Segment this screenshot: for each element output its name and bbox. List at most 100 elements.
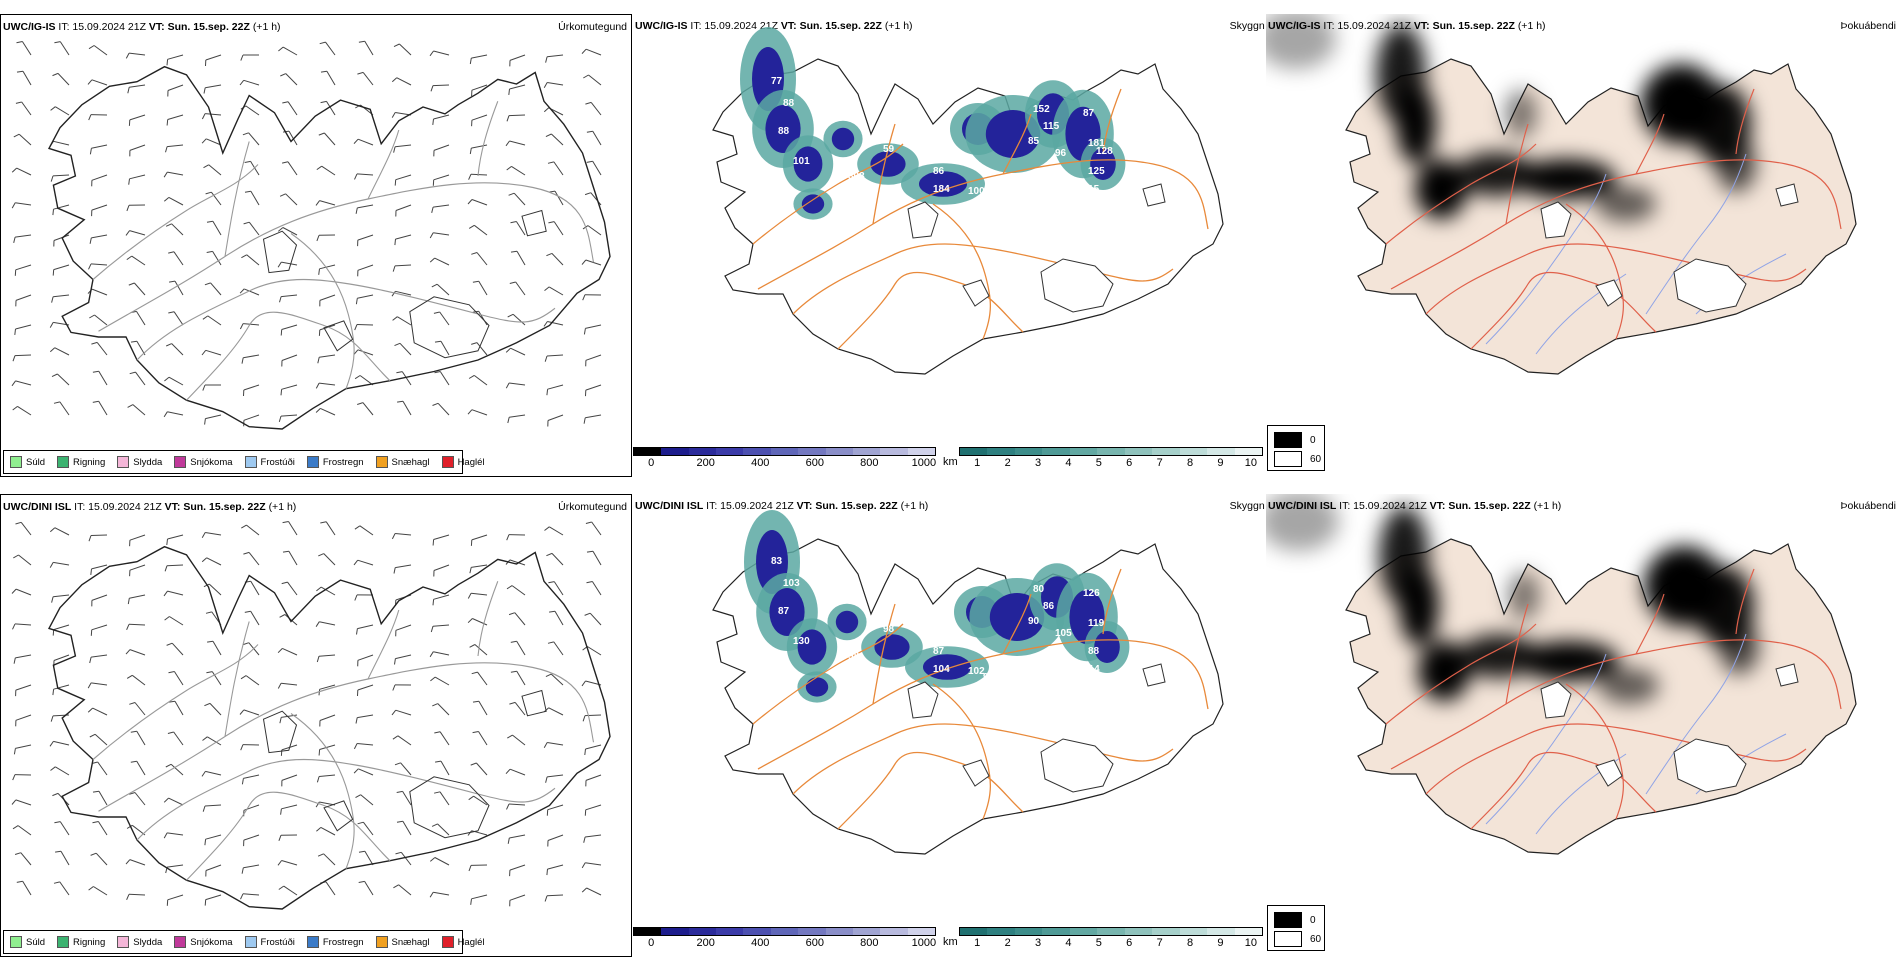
legend-swatch — [307, 456, 319, 468]
wind-barb — [554, 162, 563, 175]
wind-barb-flag — [51, 107, 56, 111]
wind-barb — [91, 235, 107, 238]
visibility-value-label: 80 — [1033, 584, 1045, 595]
visibility-value-label: 152 — [1033, 104, 1050, 115]
wind-barb-flag — [585, 102, 591, 104]
wind-barb — [440, 792, 449, 805]
wind-barb-flag — [278, 262, 281, 267]
wind-barb-flag — [50, 741, 53, 746]
wind-barb-flag — [547, 869, 548, 875]
wind-barb-flag — [472, 672, 478, 674]
wind-barb-flag — [91, 342, 97, 344]
wind-barb — [243, 355, 259, 358]
wind-barb-flag — [544, 322, 547, 327]
wind-barb-flag — [243, 133, 249, 135]
legend-label: Haglél — [458, 457, 485, 468]
wind-barb — [320, 408, 335, 415]
wind-barb-flag — [359, 41, 365, 42]
wind-barb — [321, 827, 335, 835]
wind-barb — [360, 526, 373, 535]
wind-barb — [249, 133, 259, 145]
wind-barb — [243, 865, 259, 868]
legend-label: Frostregn — [323, 457, 364, 468]
wind-barb — [585, 715, 601, 716]
wind-barb-flag — [434, 792, 440, 793]
colorbar-segment — [1015, 448, 1042, 455]
wind-barb-flag — [397, 821, 403, 822]
wind-barb-flag — [167, 643, 173, 645]
wind-barb-flag — [507, 735, 512, 738]
wind-barb — [472, 115, 487, 120]
wind-barb — [16, 325, 32, 329]
wind-barb-flag — [89, 315, 94, 318]
wind-barb-flag — [357, 629, 358, 635]
wind-barb — [55, 767, 69, 775]
wind-barb — [130, 535, 145, 540]
colorbar-tick-label: 0 — [648, 937, 654, 949]
visibility-value-label: 614 — [1083, 664, 1100, 675]
wind-barb — [319, 622, 335, 625]
wind-barb — [132, 256, 145, 265]
wind-barb — [55, 348, 69, 355]
wind-barb-flag — [242, 778, 243, 784]
wind-barb — [22, 102, 31, 115]
fog-area — [1266, 14, 1336, 69]
colorbar-segment — [1207, 448, 1234, 455]
wind-barb — [549, 708, 563, 715]
colorbar-segment — [689, 928, 716, 935]
wind-barb-flag — [433, 540, 434, 546]
wind-barb-flag — [51, 716, 53, 722]
wind-barb — [19, 134, 31, 145]
wind-barb-flag — [545, 896, 547, 902]
wind-barb-flag — [166, 224, 172, 227]
wind-barb — [244, 385, 259, 390]
wind-barb — [319, 655, 335, 656]
legend-label: Slydda — [133, 457, 162, 468]
wind-barb-flag — [585, 193, 591, 195]
wind-barb-flag — [433, 119, 434, 125]
precip-legend-item: Snæhagl — [376, 936, 430, 948]
wind-barb-flag — [585, 749, 586, 755]
wind-barb — [289, 131, 297, 145]
wind-barb — [434, 175, 449, 180]
visibility-value-label: 85 — [1028, 136, 1040, 147]
colorbar-segment — [1152, 928, 1179, 935]
wind-barb-flag — [430, 51, 434, 56]
wind-barb — [282, 325, 297, 330]
legend-swatch — [174, 456, 186, 468]
wind-barb-flag — [395, 239, 396, 245]
iceland-coastline — [49, 67, 610, 429]
wind-barb-flag — [245, 611, 251, 612]
wind-barb-flag — [470, 567, 471, 573]
wind-barb-flag — [90, 148, 91, 154]
wind-barb — [357, 715, 373, 718]
wind-barb — [130, 175, 146, 179]
wind-barb-flag — [15, 853, 21, 855]
wind-barb — [515, 613, 525, 625]
wind-barb-flag — [12, 381, 16, 386]
wind-barb — [357, 625, 373, 629]
wind-barb-flag — [240, 289, 244, 293]
wind-barb — [554, 642, 563, 655]
wind-barb — [205, 85, 221, 88]
wind-barb-flag — [471, 899, 472, 905]
wind-barb — [54, 205, 70, 209]
wind-barb — [289, 551, 297, 565]
visibility-value-label: 115 — [1083, 184, 1100, 195]
wind-barb-flag — [510, 282, 516, 284]
wind-barb — [244, 80, 259, 85]
wind-barb-flag — [316, 383, 319, 388]
wind-barb — [19, 555, 32, 565]
wind-barb — [591, 102, 601, 115]
wind-barb — [172, 344, 183, 355]
visibility-value-label: 88 — [1088, 646, 1100, 657]
legend-swatch — [57, 456, 69, 468]
wind-barb-flag — [202, 533, 205, 538]
wind-barb-flag — [54, 822, 60, 823]
wind-barb — [395, 534, 411, 536]
wind-barb-flag — [165, 617, 170, 621]
wind-barb-flag — [88, 708, 92, 712]
